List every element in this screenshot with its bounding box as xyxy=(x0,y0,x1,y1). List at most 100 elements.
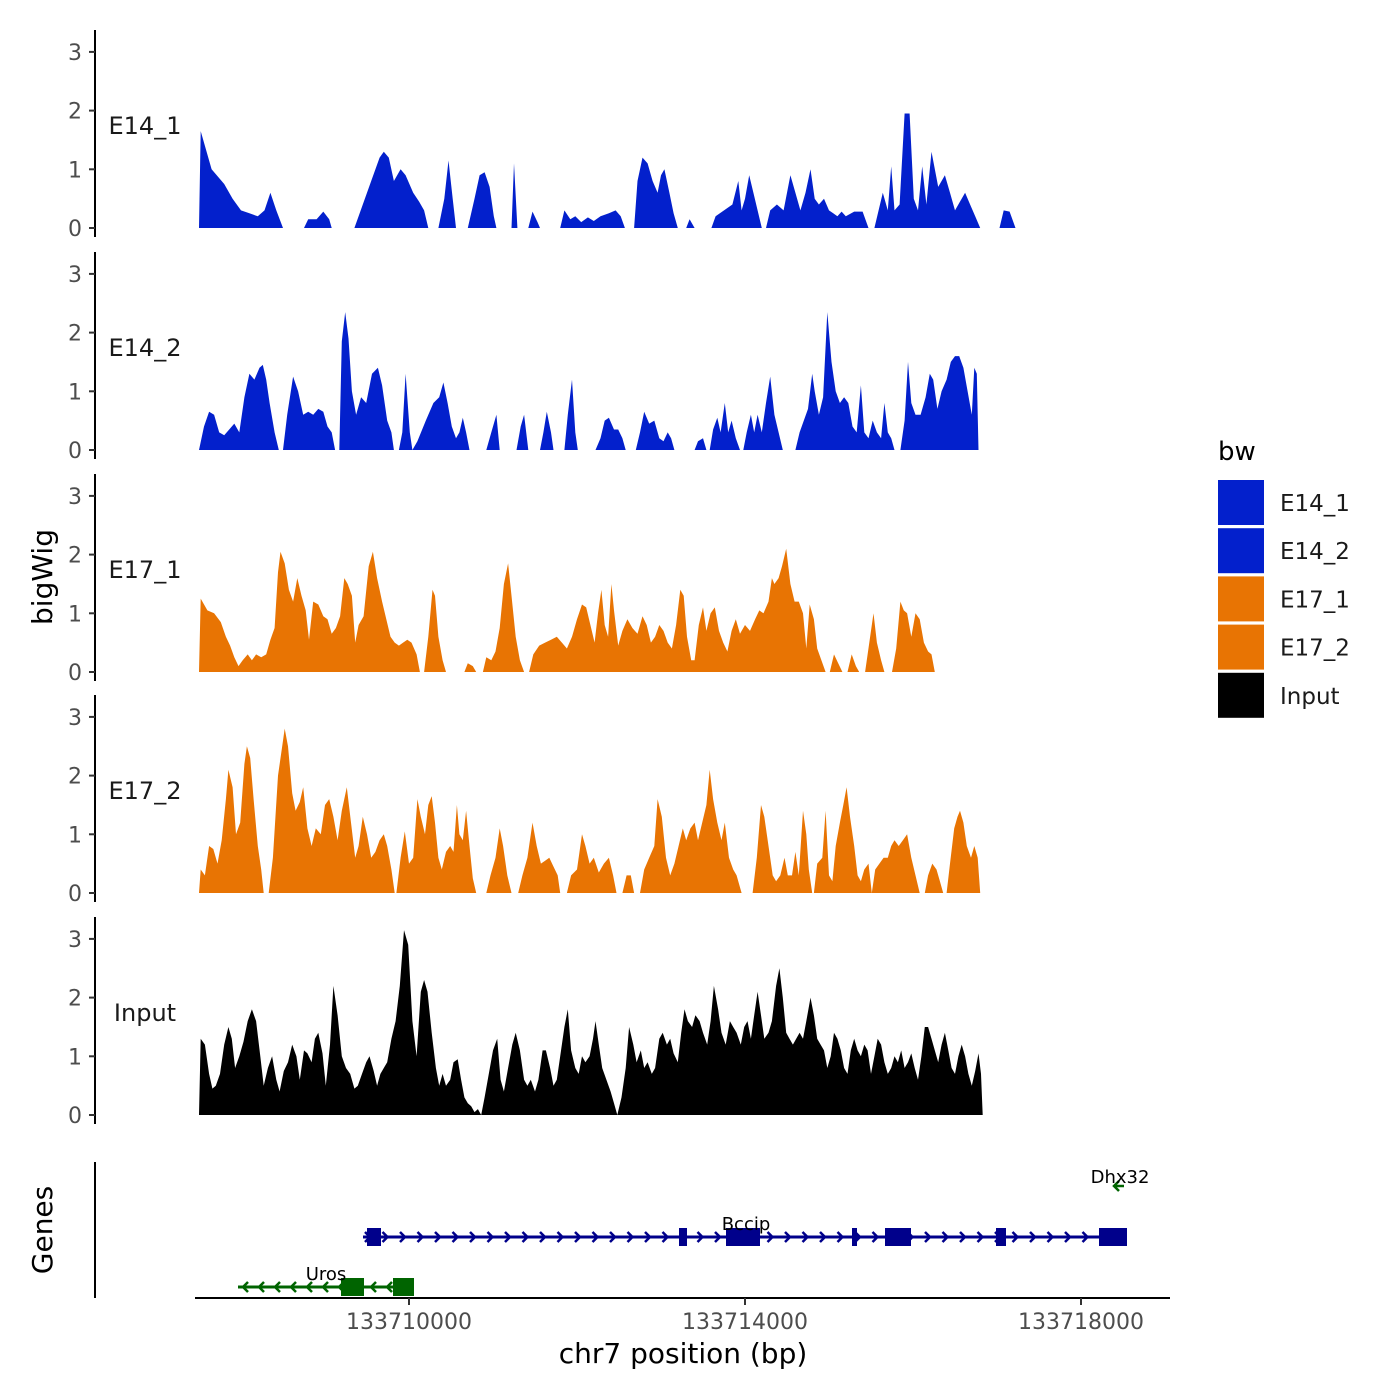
gene-label: Bccip xyxy=(722,1214,771,1235)
y-tick-label: 1 xyxy=(68,602,82,627)
strand-chevron xyxy=(609,1231,617,1243)
strand-chevron xyxy=(696,1231,705,1243)
exon xyxy=(679,1228,687,1246)
y-tick-label: 1 xyxy=(68,1045,82,1070)
gene-Dhx32: Dhx32 xyxy=(1091,1167,1150,1192)
strand-chevron xyxy=(241,1281,249,1293)
strand-chevron xyxy=(451,1231,460,1243)
y-tick-label: 0 xyxy=(68,661,82,686)
strand-chevron xyxy=(434,1231,442,1243)
exon xyxy=(885,1228,911,1246)
strand-chevron xyxy=(626,1231,635,1243)
track-label-E14_2: E14_2 xyxy=(109,334,182,362)
coverage-area-E17_2 xyxy=(199,728,981,893)
track-label-E17_2: E17_2 xyxy=(109,777,182,805)
strand-chevron xyxy=(1081,1231,1090,1243)
y-tick-label: 1 xyxy=(68,380,82,405)
strand-chevron xyxy=(273,1281,281,1293)
y-tick-label: 0 xyxy=(68,439,82,464)
y-tick-label: 2 xyxy=(68,544,82,569)
gene-Uros: Uros xyxy=(238,1264,414,1296)
legend-label: E14_1 xyxy=(1280,491,1350,517)
y-tick-label: 0 xyxy=(68,217,82,242)
legend-item-E14_1: E14_1 xyxy=(1218,480,1350,525)
strand-chevron xyxy=(714,1231,722,1243)
y-tick-label: 1 xyxy=(68,158,82,183)
strand-chevron xyxy=(469,1231,477,1243)
exon xyxy=(726,1228,760,1246)
x-axis-title: chr7 position (bp) xyxy=(559,1337,808,1370)
panel-E14_2: 0 1 2 3 E14_2 xyxy=(68,252,979,464)
strand-chevron xyxy=(941,1231,950,1243)
strand-arrow xyxy=(1112,1180,1124,1192)
exon xyxy=(996,1228,1006,1246)
strand-chevron xyxy=(574,1231,582,1243)
panel-E14_1: 0 1 2 3 E14_1 xyxy=(68,30,1016,242)
strand-chevron xyxy=(486,1231,495,1243)
y-tick-label: 3 xyxy=(68,485,82,510)
y-tick-label: 2 xyxy=(68,322,82,347)
strand-chevron xyxy=(416,1231,425,1243)
strand-chevron xyxy=(305,1281,313,1293)
strand-chevron xyxy=(801,1231,810,1243)
legend-swatch xyxy=(1218,672,1264,718)
x-tick-label: 133714000 xyxy=(682,1310,808,1335)
legend-swatch xyxy=(1218,480,1264,525)
strand-chevron xyxy=(385,1281,393,1293)
legend-swatch xyxy=(1218,528,1264,574)
legend-item-E17_1: E17_1 xyxy=(1218,576,1350,622)
y-axis-title: bigWig xyxy=(26,529,59,625)
strand-chevron xyxy=(591,1231,600,1243)
strand-chevron xyxy=(1029,1231,1037,1243)
strand-chevron xyxy=(784,1231,792,1243)
strand-chevron xyxy=(289,1281,297,1293)
exon xyxy=(367,1228,381,1246)
strand-chevron xyxy=(819,1231,827,1243)
coverage-panels: 0 1 2 3 E14_1 0 1 2 3 E14_2 0 1 2 3 E17_1 0 1 2 3 E17_2 0 1 2 3… xyxy=(68,30,1016,1129)
legend-label: E17_1 xyxy=(1280,587,1350,613)
coverage-area-E17_1 xyxy=(199,548,935,672)
y-tick-label: 3 xyxy=(68,263,82,288)
panel-Input: 0 1 2 3 Input xyxy=(68,917,983,1129)
panel-E17_2: 0 1 2 3 E17_2 xyxy=(68,695,981,907)
y-tick-label: 3 xyxy=(68,928,82,953)
y-tick-label: 3 xyxy=(68,706,82,731)
gene-Bccip: Bccip xyxy=(363,1214,1127,1246)
track-label-Input: Input xyxy=(114,999,176,1027)
panel-E17_1: 0 1 2 3 E17_1 xyxy=(68,474,935,686)
strand-chevron xyxy=(1064,1231,1072,1243)
strand-chevron xyxy=(836,1231,845,1243)
legend-title: bw xyxy=(1218,437,1256,467)
gene-track: Dhx32 Bccip Uros xyxy=(238,1167,1149,1296)
strand-chevron xyxy=(644,1231,652,1243)
y-tick-label: 0 xyxy=(68,882,82,907)
legend-item-Input: Input xyxy=(1218,672,1340,718)
strand-chevron xyxy=(976,1231,985,1243)
legend-swatch xyxy=(1218,624,1264,670)
legend-item-E17_2: E17_2 xyxy=(1218,624,1350,670)
genes-axis-title: Genes xyxy=(26,1186,59,1274)
x-axis-ticks: 133710000 133714000 133718000 xyxy=(346,1298,1144,1335)
strand-chevron xyxy=(924,1231,932,1243)
strand-chevron xyxy=(959,1231,967,1243)
exon xyxy=(852,1228,857,1246)
legend: bw E14_1 E14_2 E17_1 E17_2 Input xyxy=(1218,437,1350,718)
strand-chevron xyxy=(539,1231,547,1243)
coverage-area-E14_2 xyxy=(199,312,979,450)
strand-chevron xyxy=(766,1231,775,1243)
legend-label: E17_2 xyxy=(1280,636,1350,662)
strand-chevron xyxy=(321,1281,329,1293)
strand-chevron xyxy=(871,1231,880,1243)
strand-chevron xyxy=(661,1231,670,1243)
track-label-E14_1: E14_1 xyxy=(109,112,182,140)
exon xyxy=(393,1278,414,1296)
strand-chevron xyxy=(504,1231,512,1243)
y-tick-label: 0 xyxy=(68,1104,82,1129)
exon xyxy=(1099,1228,1127,1246)
strand-chevron xyxy=(1011,1231,1020,1243)
gene-label: Uros xyxy=(306,1264,347,1285)
gene-label: Dhx32 xyxy=(1091,1167,1150,1188)
track-label-E17_1: E17_1 xyxy=(109,556,182,584)
y-tick-label: 2 xyxy=(68,765,82,790)
